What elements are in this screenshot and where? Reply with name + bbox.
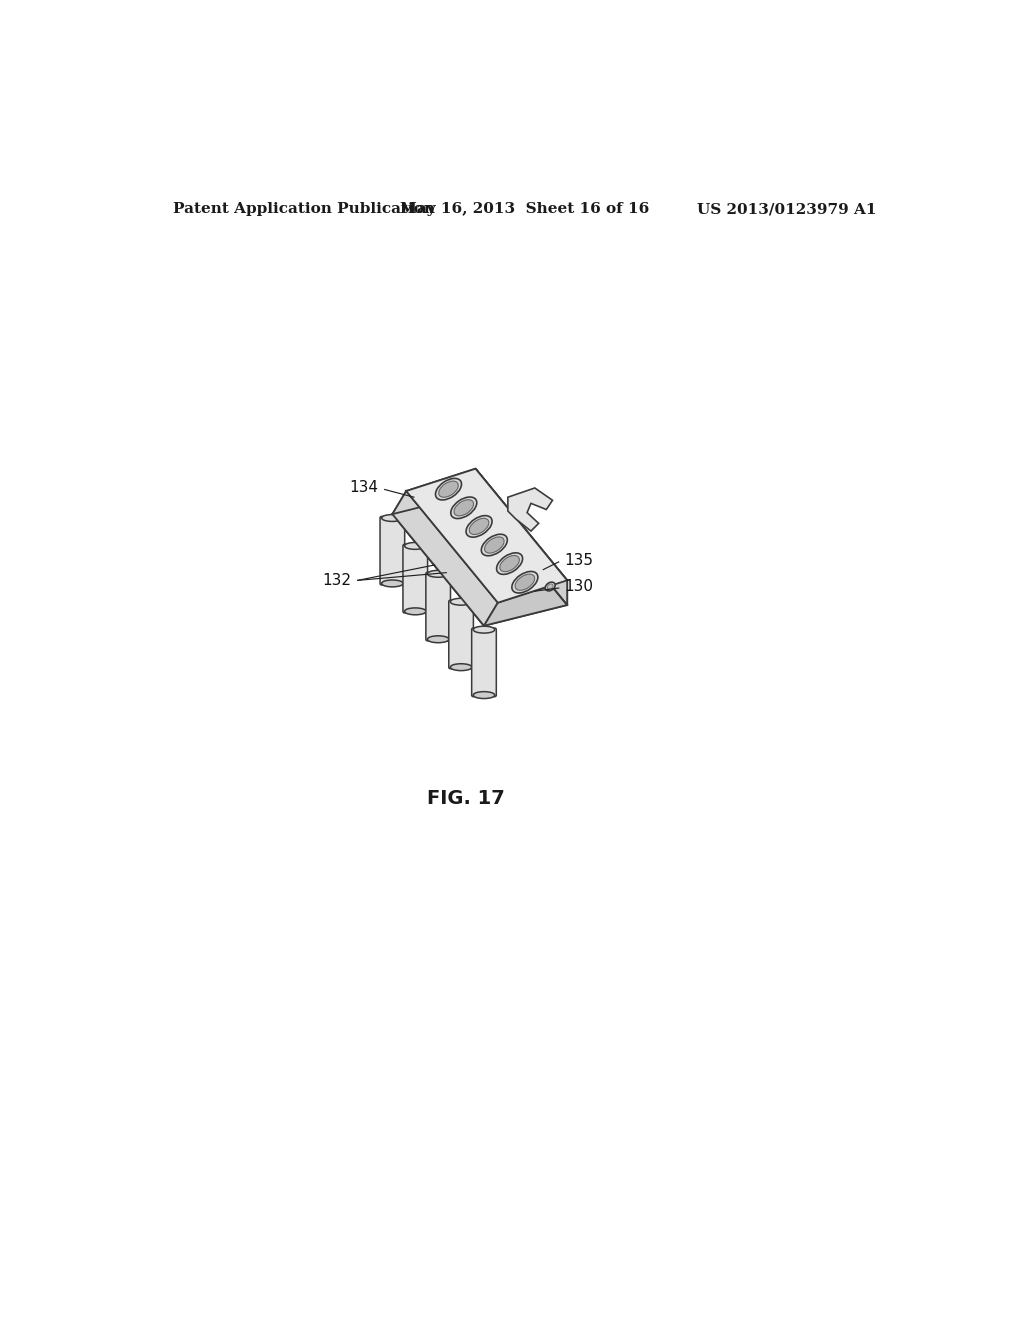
Ellipse shape [469, 519, 488, 535]
Polygon shape [484, 581, 567, 626]
Ellipse shape [473, 626, 495, 634]
Ellipse shape [512, 572, 538, 593]
Text: 132: 132 [323, 573, 351, 587]
Ellipse shape [451, 598, 472, 605]
Ellipse shape [438, 480, 459, 498]
Ellipse shape [435, 478, 462, 500]
Ellipse shape [404, 609, 426, 615]
Text: US 2013/0123979 A1: US 2013/0123979 A1 [697, 202, 877, 216]
Polygon shape [392, 491, 498, 626]
FancyBboxPatch shape [472, 628, 497, 697]
Polygon shape [484, 581, 567, 626]
Ellipse shape [512, 572, 538, 593]
Ellipse shape [500, 556, 519, 572]
Polygon shape [475, 469, 567, 605]
Polygon shape [407, 469, 567, 603]
Ellipse shape [473, 692, 495, 698]
Polygon shape [508, 488, 553, 531]
Ellipse shape [451, 498, 477, 519]
Ellipse shape [427, 636, 449, 643]
Ellipse shape [497, 553, 522, 574]
Ellipse shape [548, 583, 553, 589]
Ellipse shape [466, 516, 493, 537]
Ellipse shape [484, 537, 504, 553]
Text: 135: 135 [564, 553, 593, 568]
Polygon shape [392, 491, 498, 626]
Ellipse shape [469, 519, 488, 535]
Ellipse shape [451, 498, 477, 519]
FancyBboxPatch shape [403, 544, 428, 612]
Text: Patent Application Publication: Patent Application Publication [173, 202, 435, 216]
Ellipse shape [454, 500, 473, 516]
Ellipse shape [481, 535, 507, 556]
Ellipse shape [404, 543, 426, 549]
Ellipse shape [382, 515, 403, 521]
Ellipse shape [484, 537, 504, 553]
Text: FIG. 17: FIG. 17 [427, 789, 505, 808]
Ellipse shape [438, 480, 459, 498]
Text: May 16, 2013  Sheet 16 of 16: May 16, 2013 Sheet 16 of 16 [400, 202, 649, 216]
Ellipse shape [500, 556, 519, 572]
Ellipse shape [454, 500, 473, 516]
FancyBboxPatch shape [426, 573, 451, 640]
Ellipse shape [451, 664, 472, 671]
Text: 134: 134 [349, 480, 379, 495]
Polygon shape [407, 469, 567, 603]
Ellipse shape [545, 582, 555, 591]
Ellipse shape [382, 579, 403, 587]
Ellipse shape [427, 570, 449, 577]
Text: 130: 130 [564, 579, 593, 594]
Ellipse shape [435, 478, 462, 500]
Ellipse shape [515, 574, 535, 590]
FancyBboxPatch shape [380, 516, 404, 585]
Ellipse shape [481, 535, 507, 556]
Ellipse shape [497, 553, 522, 574]
Ellipse shape [515, 574, 535, 590]
Polygon shape [475, 469, 567, 605]
Ellipse shape [466, 516, 493, 537]
FancyBboxPatch shape [449, 601, 473, 669]
